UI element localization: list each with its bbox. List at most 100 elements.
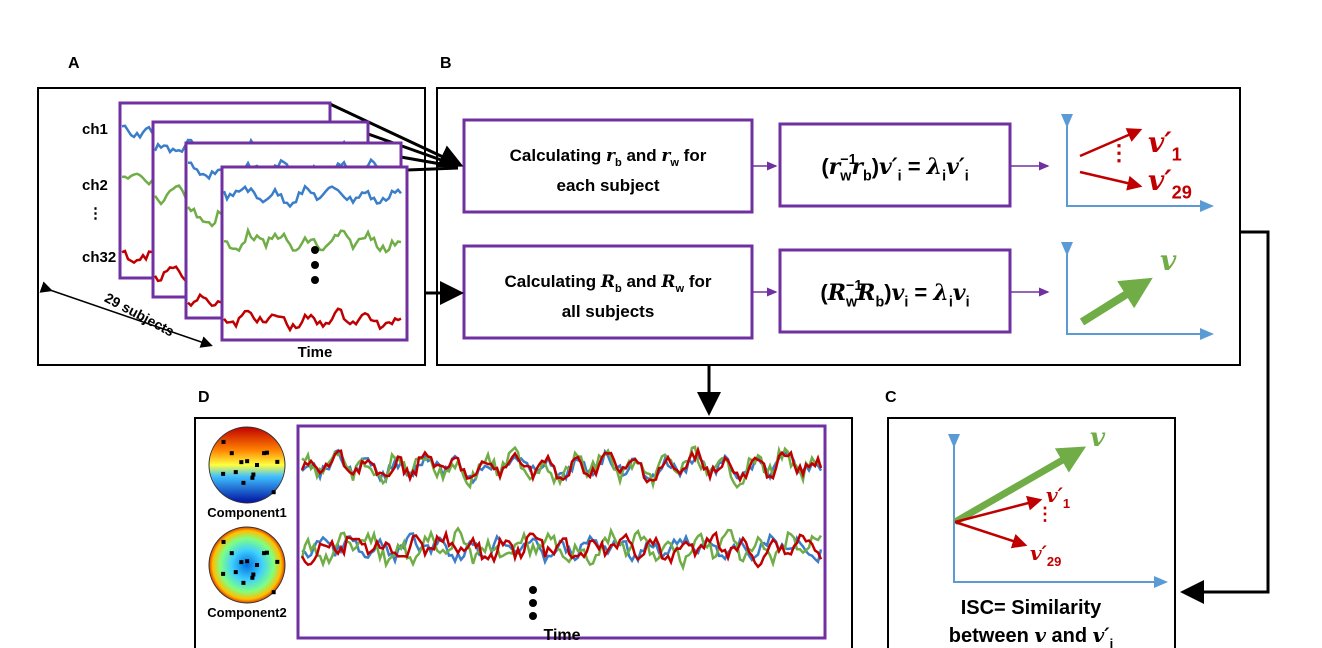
text-run: r (829, 154, 842, 180)
electrode (275, 559, 280, 564)
text-run: v (1160, 244, 1177, 277)
text-run: v (1034, 623, 1046, 647)
purple-boxes (296, 118, 1012, 640)
electrode (241, 580, 246, 585)
subscript: i (949, 295, 953, 311)
subscript: 1 (1172, 144, 1182, 164)
text-run: v (892, 280, 905, 306)
vectors (953, 128, 1153, 549)
electrode (221, 571, 226, 576)
signal (300, 526, 823, 572)
text-run: v′ (1093, 623, 1111, 647)
subscript: b (863, 169, 872, 185)
text-run: v (1090, 423, 1106, 453)
label: ch1 (82, 121, 108, 138)
label: Component1 (207, 505, 286, 520)
subscript: b (615, 283, 622, 295)
electrode (241, 480, 246, 485)
electrode (245, 459, 250, 464)
text-run: for (679, 146, 707, 165)
electrode (239, 460, 244, 465)
superscript: −1 (846, 278, 862, 294)
head-maps (208, 426, 286, 604)
electrode (255, 463, 259, 467)
subscript: w (839, 169, 852, 185)
ellipsis-dot (529, 586, 537, 594)
label: D (198, 389, 210, 406)
label: C (885, 389, 897, 406)
electrode (233, 470, 238, 475)
rich-text: v (1090, 423, 1106, 453)
electrode (229, 551, 234, 556)
ellipsis-dot (529, 599, 537, 607)
electrode (255, 563, 259, 567)
subscript: 29 (1172, 182, 1192, 202)
subscript: i (966, 295, 970, 311)
rich-text: all subjects (562, 302, 655, 321)
text-run: ⋮ (1036, 504, 1054, 524)
electrode (250, 575, 255, 580)
rich-text: (r−1 wrb)v′i = λiv′i (821, 152, 968, 185)
electrode (271, 490, 276, 495)
text-run: v′ (1046, 483, 1064, 507)
text-run: and (1046, 625, 1093, 647)
rich-text: v′29 (1148, 164, 1192, 202)
rich-text: v′29 (1030, 541, 1061, 569)
electrode (250, 475, 255, 480)
label: ⋮ (88, 205, 103, 222)
subscript: w (669, 157, 679, 169)
text-run: between (949, 625, 1035, 647)
subscript: 1 (1063, 496, 1070, 511)
text-run: Calculating (504, 272, 600, 291)
text-run: v (953, 280, 966, 306)
text-run: λ (926, 154, 942, 180)
text-run: v′ (1148, 126, 1172, 159)
text-run: R (827, 280, 846, 306)
rich-text: ISC= Similarity (961, 597, 1102, 619)
electrode (221, 539, 226, 544)
subscript: i (965, 169, 969, 185)
text-run: v′ (879, 154, 898, 180)
text-run: each subject (557, 176, 660, 195)
electrode (262, 551, 267, 556)
text-run: v′ (1030, 541, 1048, 565)
text-run: ISC= Similarity (961, 597, 1102, 619)
rich-text: ⋮ (1108, 140, 1130, 165)
signals (118, 101, 823, 620)
text-run: λ (932, 280, 948, 306)
subscript: 29 (1047, 554, 1061, 569)
text-run: ( (821, 154, 829, 179)
rich-text: Calculating Rb and Rw for (504, 272, 711, 295)
signal (300, 445, 823, 484)
signal (223, 307, 402, 333)
subscript: w (845, 295, 858, 311)
electrode (221, 439, 226, 444)
ellipsis-dot (311, 261, 319, 269)
rich-text: v (1160, 244, 1177, 277)
rich-text: Calculating rb and rw for (510, 146, 707, 169)
rich-text: ⋮ (1036, 504, 1054, 524)
ellipsis-dot (311, 276, 319, 284)
electrode (233, 570, 238, 575)
subscript: i (898, 169, 902, 185)
text-run: = (902, 154, 927, 179)
electrode (251, 472, 256, 477)
rich-text: (R−1 wRb)vi = λivi (820, 278, 969, 311)
label: Component2 (207, 605, 286, 620)
text-run: ) (872, 154, 879, 179)
subscript: b (615, 157, 622, 169)
text-run: v′ (1148, 164, 1172, 197)
text-run: Calculating (510, 146, 606, 165)
subscript: i (942, 169, 946, 185)
signal (223, 226, 402, 254)
rich-text: each subject (557, 176, 660, 195)
label: ch2 (82, 177, 108, 194)
signal (222, 184, 402, 209)
text-run: ) (884, 280, 891, 305)
electrode (262, 451, 267, 456)
electrode (275, 459, 280, 464)
frames (37, 87, 1241, 648)
text-run: and (622, 272, 662, 291)
